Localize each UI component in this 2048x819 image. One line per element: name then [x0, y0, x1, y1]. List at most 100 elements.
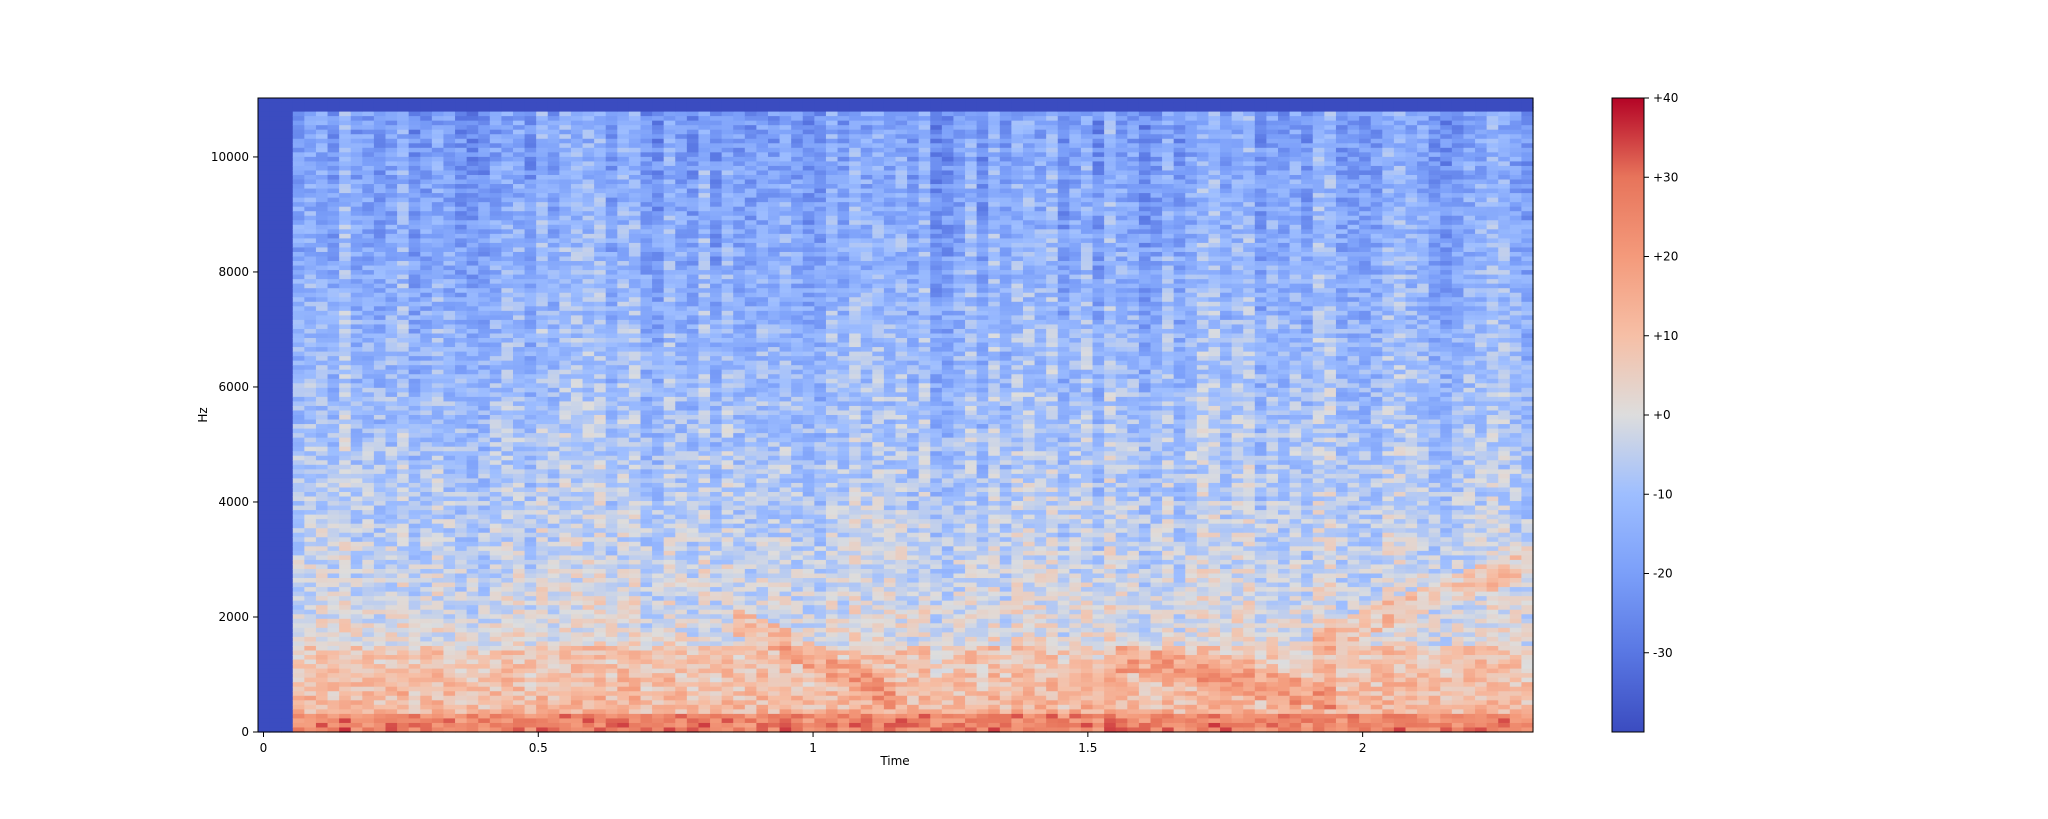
spectrogram-cell	[385, 618, 398, 624]
spectrogram-cell	[501, 338, 514, 344]
spectrogram-cell	[501, 152, 514, 158]
spectrogram-cell	[605, 256, 618, 262]
spectrogram-cell	[362, 605, 375, 611]
spectrogram-cell	[617, 600, 630, 606]
spectrogram-cell	[547, 143, 560, 149]
spectrogram-cell	[652, 170, 665, 176]
spectrogram-cell	[269, 428, 282, 434]
spectrogram-cell	[269, 211, 282, 217]
spectrogram-cell	[501, 184, 514, 190]
spectrogram-cell	[327, 727, 340, 733]
spectrogram-cell	[431, 514, 445, 520]
spectrogram-cell	[304, 152, 317, 158]
spectrogram-cell	[605, 229, 618, 235]
spectrogram-cell	[559, 591, 572, 597]
spectrogram-cell	[281, 555, 294, 561]
spectrogram-cell	[385, 591, 398, 597]
spectrogram-cell	[594, 591, 607, 597]
spectrogram-cell	[524, 627, 537, 633]
spectrogram-cell	[559, 618, 572, 624]
spectrogram-cell	[489, 396, 503, 403]
spectrogram-cell	[617, 206, 630, 212]
spectrogram-cell	[431, 328, 445, 335]
spectrogram-cell	[431, 541, 445, 547]
spectrogram-cell	[570, 664, 584, 670]
spectrogram-cell	[582, 433, 595, 439]
spectrogram-cell	[408, 623, 421, 629]
spectrogram-cell	[431, 333, 445, 339]
spectrogram-cell	[455, 161, 468, 167]
spectrogram-cell	[478, 587, 491, 593]
spectrogram-cell	[501, 111, 514, 117]
spectrogram-cell	[408, 559, 421, 566]
spectrogram-cell	[559, 686, 572, 692]
spectrogram-cell	[582, 609, 595, 615]
spectrogram-cell	[315, 433, 329, 439]
spectrogram-cell	[339, 487, 352, 493]
spectrogram-cell	[547, 437, 560, 443]
spectrogram-cell	[628, 532, 642, 538]
spectrogram-cell	[408, 455, 421, 461]
spectrogram-cell	[652, 333, 665, 339]
spectrogram-cell	[652, 360, 665, 366]
spectrogram-cell	[385, 704, 398, 710]
spectrogram-cell	[269, 700, 282, 706]
spectrogram-cell	[362, 206, 375, 212]
spectrogram-cell	[443, 224, 456, 230]
spectrogram-cell	[489, 224, 503, 230]
spectrogram-cell	[559, 274, 572, 280]
spectrogram-cell	[617, 270, 630, 276]
spectrogram-cell	[570, 677, 584, 683]
spectrogram-cell	[628, 496, 642, 502]
spectrogram-cell	[350, 659, 363, 665]
spectrogram-cell	[443, 673, 456, 679]
spectrogram-cell	[281, 306, 294, 312]
spectrogram-cell	[652, 125, 665, 131]
spectrogram-cell	[269, 519, 282, 525]
spectrogram-cell	[628, 378, 642, 384]
spectrogram-cell	[420, 324, 433, 330]
spectrogram-cell	[431, 722, 445, 729]
spectrogram-cell	[281, 116, 294, 122]
spectrogram-cell	[292, 587, 305, 593]
spectrogram-cell	[570, 396, 584, 403]
spectrogram-cell	[628, 319, 642, 326]
spectrogram-cell	[431, 378, 445, 384]
spectrogram-cell	[431, 392, 445, 398]
spectrogram-cell	[628, 301, 642, 307]
spectrogram-cell	[594, 170, 607, 176]
spectrogram-cell	[327, 333, 340, 339]
spectrogram-cell	[594, 102, 607, 108]
spectrogram-cell	[281, 541, 294, 547]
spectrogram-cell	[628, 197, 642, 203]
spectrogram-cell	[269, 655, 282, 661]
spectrogram-cell	[582, 541, 595, 547]
spectrogram-cell	[281, 433, 294, 439]
spectrogram-cell	[443, 532, 456, 538]
spectrogram-cell	[269, 668, 282, 674]
spectrogram-cell	[501, 519, 514, 525]
spectrogram-cell	[628, 722, 642, 729]
spectrogram-cell	[443, 546, 456, 552]
spectrogram-cell	[547, 351, 560, 357]
spectrogram-cell	[594, 455, 607, 461]
spectrogram-cell	[292, 356, 305, 362]
spectrogram-cell	[362, 256, 375, 262]
spectrogram-cell	[281, 700, 294, 706]
spectrogram-cell	[362, 614, 375, 620]
spectrogram-cell	[350, 193, 363, 199]
spectrogram-cell	[513, 165, 526, 172]
spectrogram-cell	[455, 310, 468, 316]
spectrogram-cell	[594, 356, 607, 362]
spectrogram-cell	[408, 505, 421, 511]
spectrogram-cell	[292, 274, 305, 280]
spectrogram-cell	[478, 709, 491, 715]
spectrogram-cell	[663, 256, 676, 262]
spectrogram-cell	[373, 301, 387, 307]
spectrogram-cell	[455, 455, 468, 461]
spectrogram-cell	[536, 487, 549, 493]
spectrogram-cell	[663, 451, 676, 457]
spectrogram-cell	[536, 319, 549, 326]
spectrogram-cell	[420, 555, 433, 561]
spectrogram-cell	[570, 591, 584, 597]
